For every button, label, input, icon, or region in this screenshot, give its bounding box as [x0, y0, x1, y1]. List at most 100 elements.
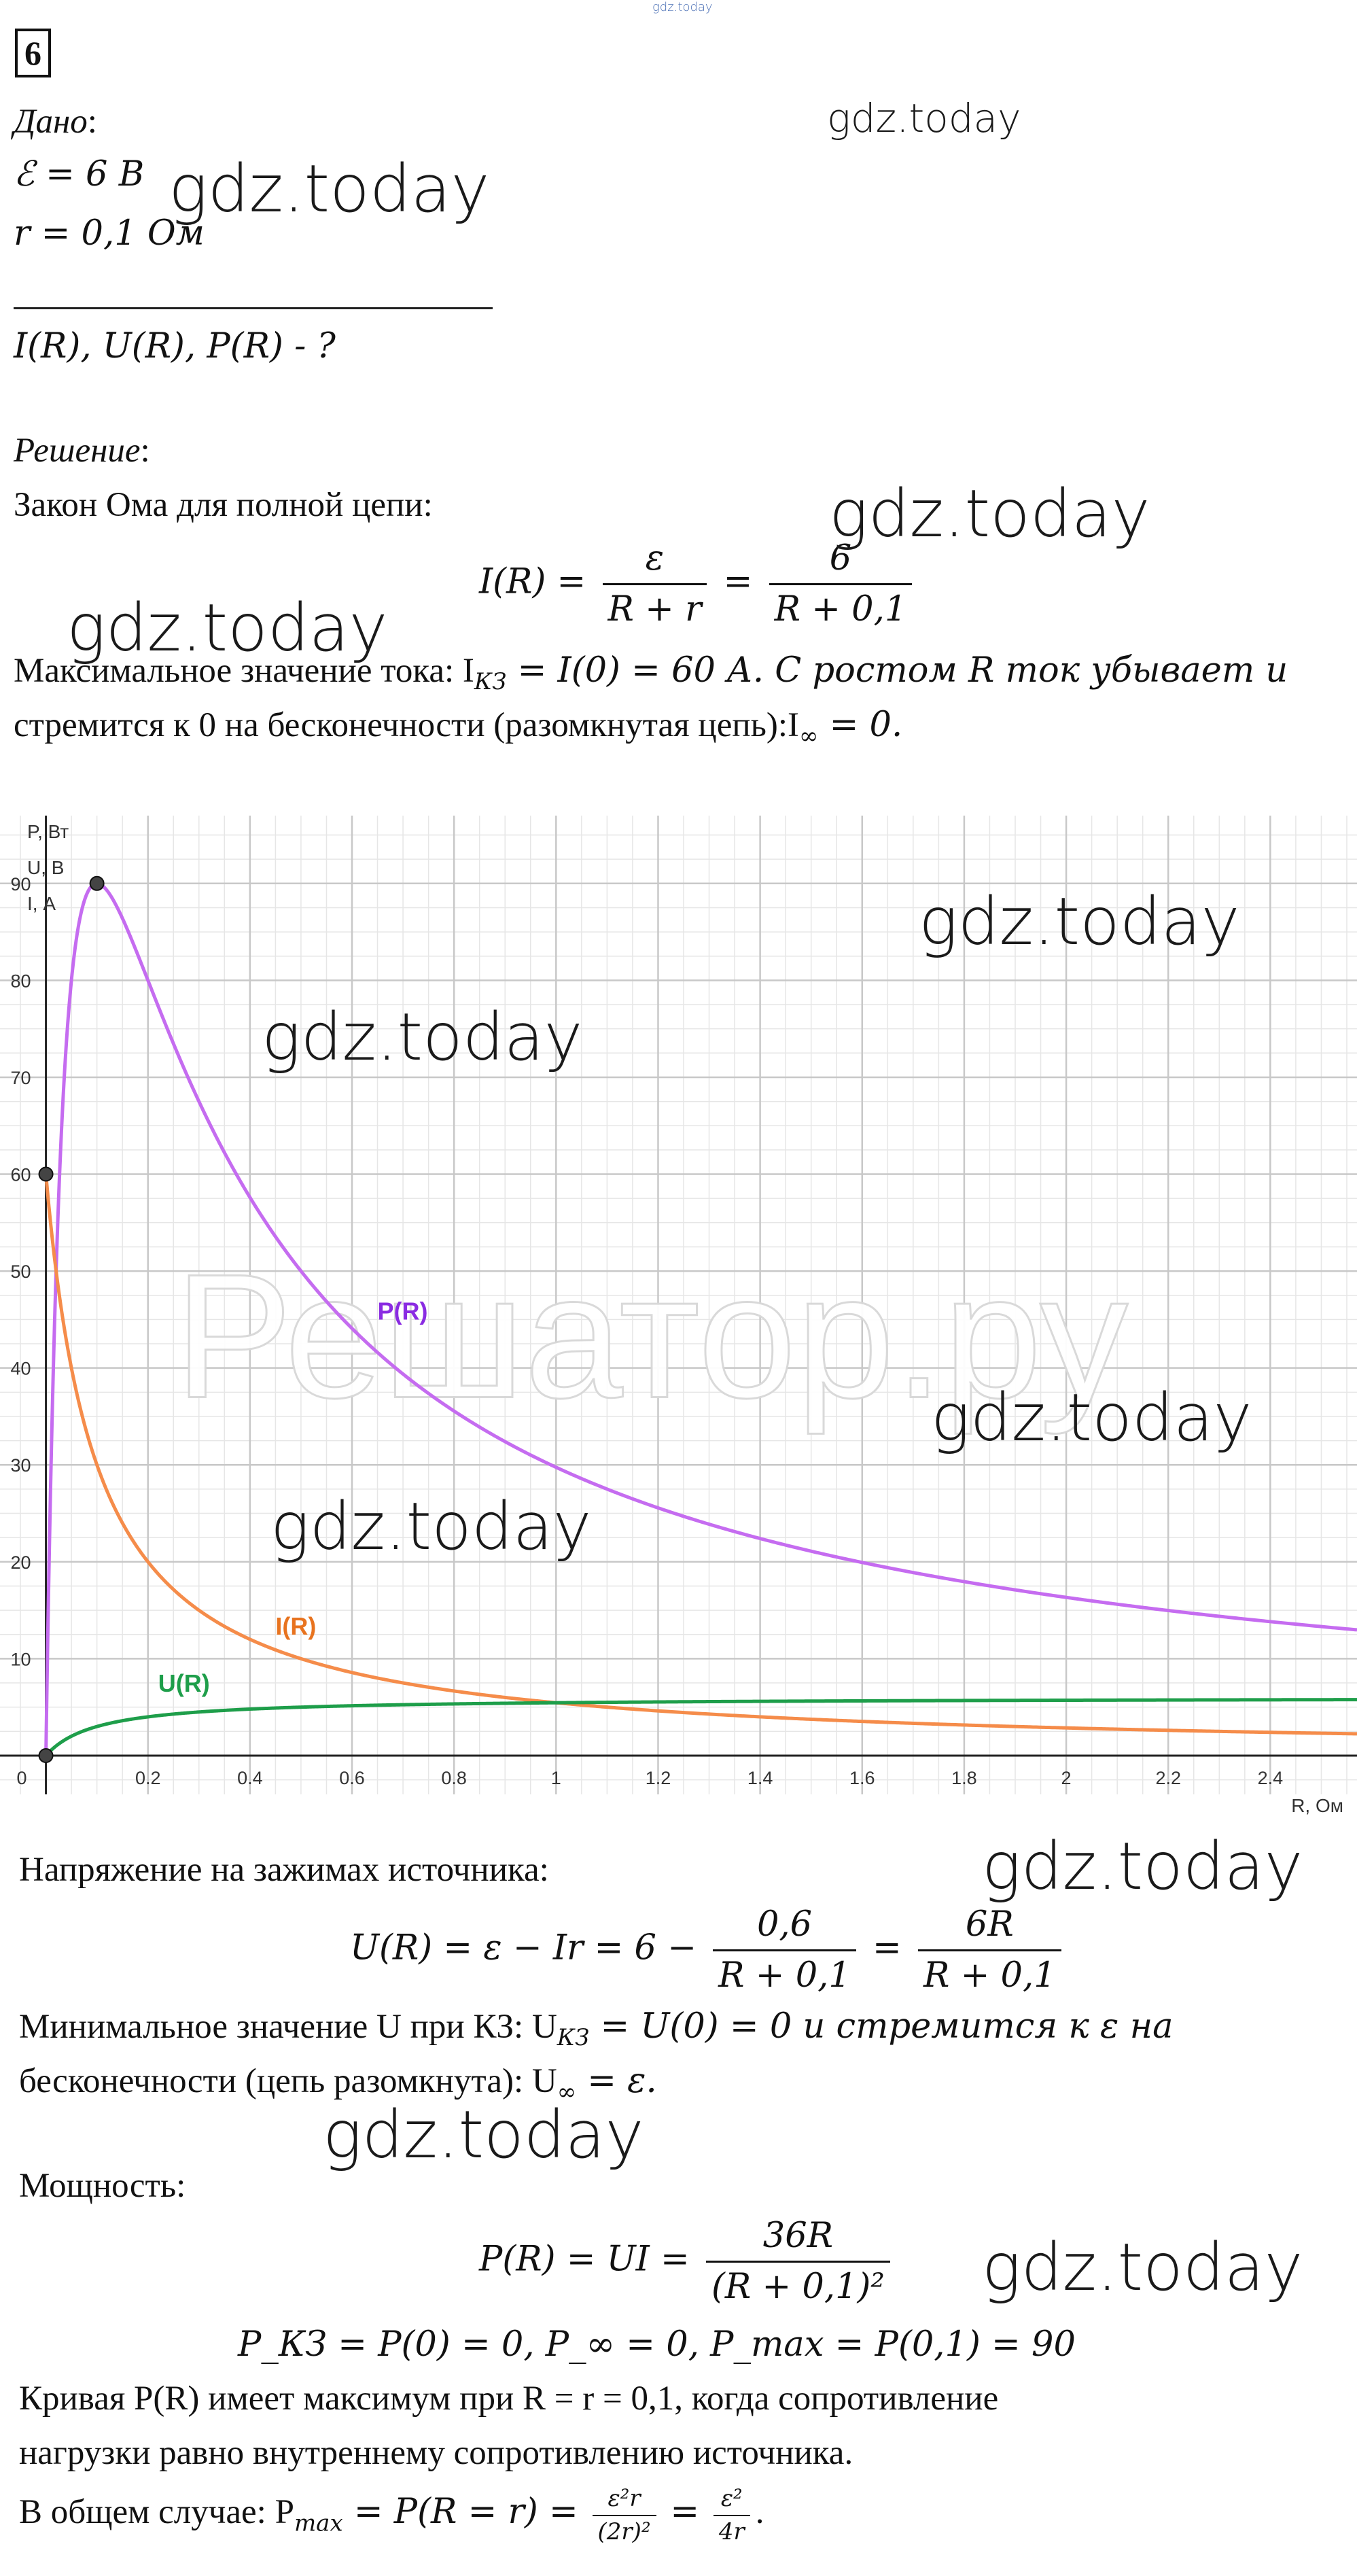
- formula-voltage-frac2: 6R R + 0,1: [918, 1903, 1061, 1998]
- ohm-law-title: Закон Ома для полной цепи:: [14, 486, 433, 524]
- power-values: P_КЗ = P(0) = 0, P_∞ = 0, P_max = P(0,1)…: [238, 2325, 1076, 2365]
- watermark: gdz.today: [931, 1380, 1252, 1456]
- formula-current-den2: R + 0,1: [769, 582, 913, 631]
- watermark: gdz.today: [262, 999, 583, 1075]
- given-colon: :: [87, 103, 97, 141]
- general-end: .: [755, 2493, 764, 2532]
- series-line-ir: [44, 1172, 1357, 1736]
- max-power-line2: нагрузки равно внутреннему сопротивлению…: [19, 2434, 853, 2472]
- y-tick-label: 10: [11, 1649, 31, 1669]
- y-tick-label: 20: [11, 1552, 31, 1573]
- general-case: В общем случае: Pmax = P(R = r) = ε²r (2…: [19, 2484, 764, 2546]
- watermark: gdz.today: [270, 1489, 592, 1565]
- min-voltage-line1: Минимальное значение U при КЗ: UКЗ = U(0…: [19, 2005, 1174, 2053]
- x-tick-label: 0.2: [135, 1768, 161, 1788]
- x-tick-label: 1.6: [849, 1768, 875, 1788]
- y-tick-label: 60: [11, 1165, 31, 1185]
- max-current-line1: Максимальное значение тока: IКЗ = I(0) =…: [14, 649, 1288, 697]
- given-divider: [14, 307, 493, 309]
- y-tick-label: 30: [11, 1455, 31, 1476]
- general-frac1: ε²r (2r)²: [592, 2484, 656, 2547]
- formula-voltage-den2: R + 0,1: [918, 1949, 1061, 1998]
- general-text-a: В общем случае: P: [19, 2493, 294, 2532]
- general-den1: (2r)²: [592, 2514, 656, 2547]
- series-labels: P(R) I(R) U(R): [158, 1297, 428, 1696]
- watermark: gdz.today: [323, 2097, 644, 2173]
- chart-watermark: Решатор.ру: [175, 1238, 1128, 1435]
- voltage-title: Напряжение на зажимах источника:: [19, 1851, 549, 1889]
- formula-current-num1: ε: [645, 538, 665, 578]
- min-voltage-text-b: = U(0) = 0 и стремится к ε на: [589, 2006, 1174, 2047]
- given-heading: Дано:: [14, 101, 97, 144]
- formula-voltage-left: U(R) = ε − Ir = 6 −: [350, 1928, 697, 1968]
- given-label: Дано: [14, 103, 88, 141]
- x-tick-label: 2.4: [1258, 1768, 1284, 1788]
- y-tick-label: 40: [11, 1359, 31, 1379]
- watermark: gdz.today: [67, 590, 388, 666]
- formula-voltage: U(R) = ε − Ir = 6 − 0,6 R + 0,1 = 6R R +…: [350, 1903, 1067, 1998]
- general-frac2: ε² 4r: [713, 2484, 750, 2546]
- series-label: U(R): [158, 1669, 210, 1697]
- y-axis-label: U, В: [27, 857, 64, 878]
- watermark: gdz.today: [982, 2229, 1303, 2305]
- axis-titles: P, Вт U, В I, А R, Ом: [27, 821, 1343, 1816]
- general-sub: max: [294, 2509, 343, 2537]
- watermark: gdz.today: [982, 1828, 1303, 1904]
- formula-current-den1: R + r: [602, 582, 707, 631]
- series-label: P(R): [378, 1297, 428, 1325]
- axes: [0, 816, 1357, 1794]
- formula-current-num2: 6: [829, 538, 852, 578]
- max-current-text-c: стремится к 0 на бесконечности (разомкну…: [14, 706, 800, 744]
- formula-voltage-frac1: 0,6 R + 0,1: [713, 1903, 856, 1998]
- given-resistance: r = 0,1 Ом: [14, 213, 205, 254]
- formula-voltage-eq: =: [873, 1928, 902, 1968]
- y-tick-label: 90: [11, 874, 31, 894]
- solution-colon: :: [140, 432, 150, 470]
- top-watermark: gdz.today: [652, 0, 713, 14]
- x-tick-label: 2.2: [1155, 1768, 1181, 1788]
- tick-labels: 0.2 0.4 0.6 0.8 1 1.2 1.4 1.6 1.8 2 2.2 2.4 10 20 30 40…: [11, 874, 1284, 1788]
- points: [38, 875, 105, 1763]
- general-den2: 4r: [713, 2514, 750, 2547]
- formula-current: I(R) = ε R + r = 6 R + 0,1: [479, 537, 917, 631]
- x-tick-label: 1.8: [951, 1768, 977, 1788]
- formula-current-frac2: 6 R + 0,1: [769, 537, 913, 631]
- max-current-sub2: ∞: [799, 723, 819, 750]
- data-point: [89, 875, 105, 891]
- series-line-pr: [44, 882, 1357, 1756]
- formula-current-frac1: ε R + r: [602, 537, 707, 631]
- x-tick-label: 2: [1061, 1768, 1072, 1788]
- min-voltage-text-c: бесконечности (цепь разомкнута): U: [19, 2062, 557, 2100]
- max-current-text-d: = 0.: [818, 705, 903, 745]
- general-text-b: = P(R = r) =: [342, 2492, 578, 2533]
- watermark: gdz.today: [919, 884, 1240, 960]
- watermark: gdz.today: [169, 151, 490, 227]
- min-voltage-text-d: = ε.: [576, 2061, 657, 2101]
- formula-voltage-num1: 0,6: [756, 1904, 813, 1945]
- formula-voltage-den1: R + 0,1: [713, 1949, 856, 1998]
- min-voltage-line2: бесконечности (цепь разомкнута): U∞ = ε.: [19, 2059, 657, 2107]
- y-axis-label: P, Вт: [27, 821, 69, 842]
- given-find: I(R), U(R), P(R) - ?: [14, 326, 336, 366]
- max-current-text-a: Максимальное значение тока: I: [14, 652, 474, 690]
- max-current-sub: КЗ: [474, 668, 507, 696]
- x-tick-label: 0.4: [237, 1768, 263, 1788]
- x-tick-label: 1.4: [747, 1768, 773, 1788]
- formula-current-left: I(R) =: [479, 561, 586, 602]
- max-current-text-b: = I(0) = 60 А. С ростом R ток убывает и: [506, 650, 1288, 691]
- min-voltage-text-a: Минимальное значение U при КЗ: U: [19, 2008, 557, 2046]
- formula-power-num: 36R: [762, 2216, 834, 2256]
- formula-power-den: (R + 0,1)²: [705, 2260, 890, 2309]
- general-num1: ε²r: [607, 2485, 641, 2512]
- curves: [44, 882, 1357, 1758]
- grid-major: [0, 816, 1357, 1794]
- x-tick-label: 0.6: [339, 1768, 365, 1788]
- origin-label: 0: [17, 1768, 27, 1788]
- y-tick-label: 80: [11, 971, 31, 991]
- formula-power: P(R) = UI = 36R (R + 0,1)²: [479, 2214, 896, 2309]
- x-tick-label: 1.2: [646, 1768, 671, 1788]
- given-emf: ℰ = 6 В: [14, 154, 145, 194]
- solution-heading: Решение:: [14, 430, 150, 473]
- watermark: gdz.today: [829, 476, 1150, 552]
- min-voltage-sub: КЗ: [557, 2024, 590, 2052]
